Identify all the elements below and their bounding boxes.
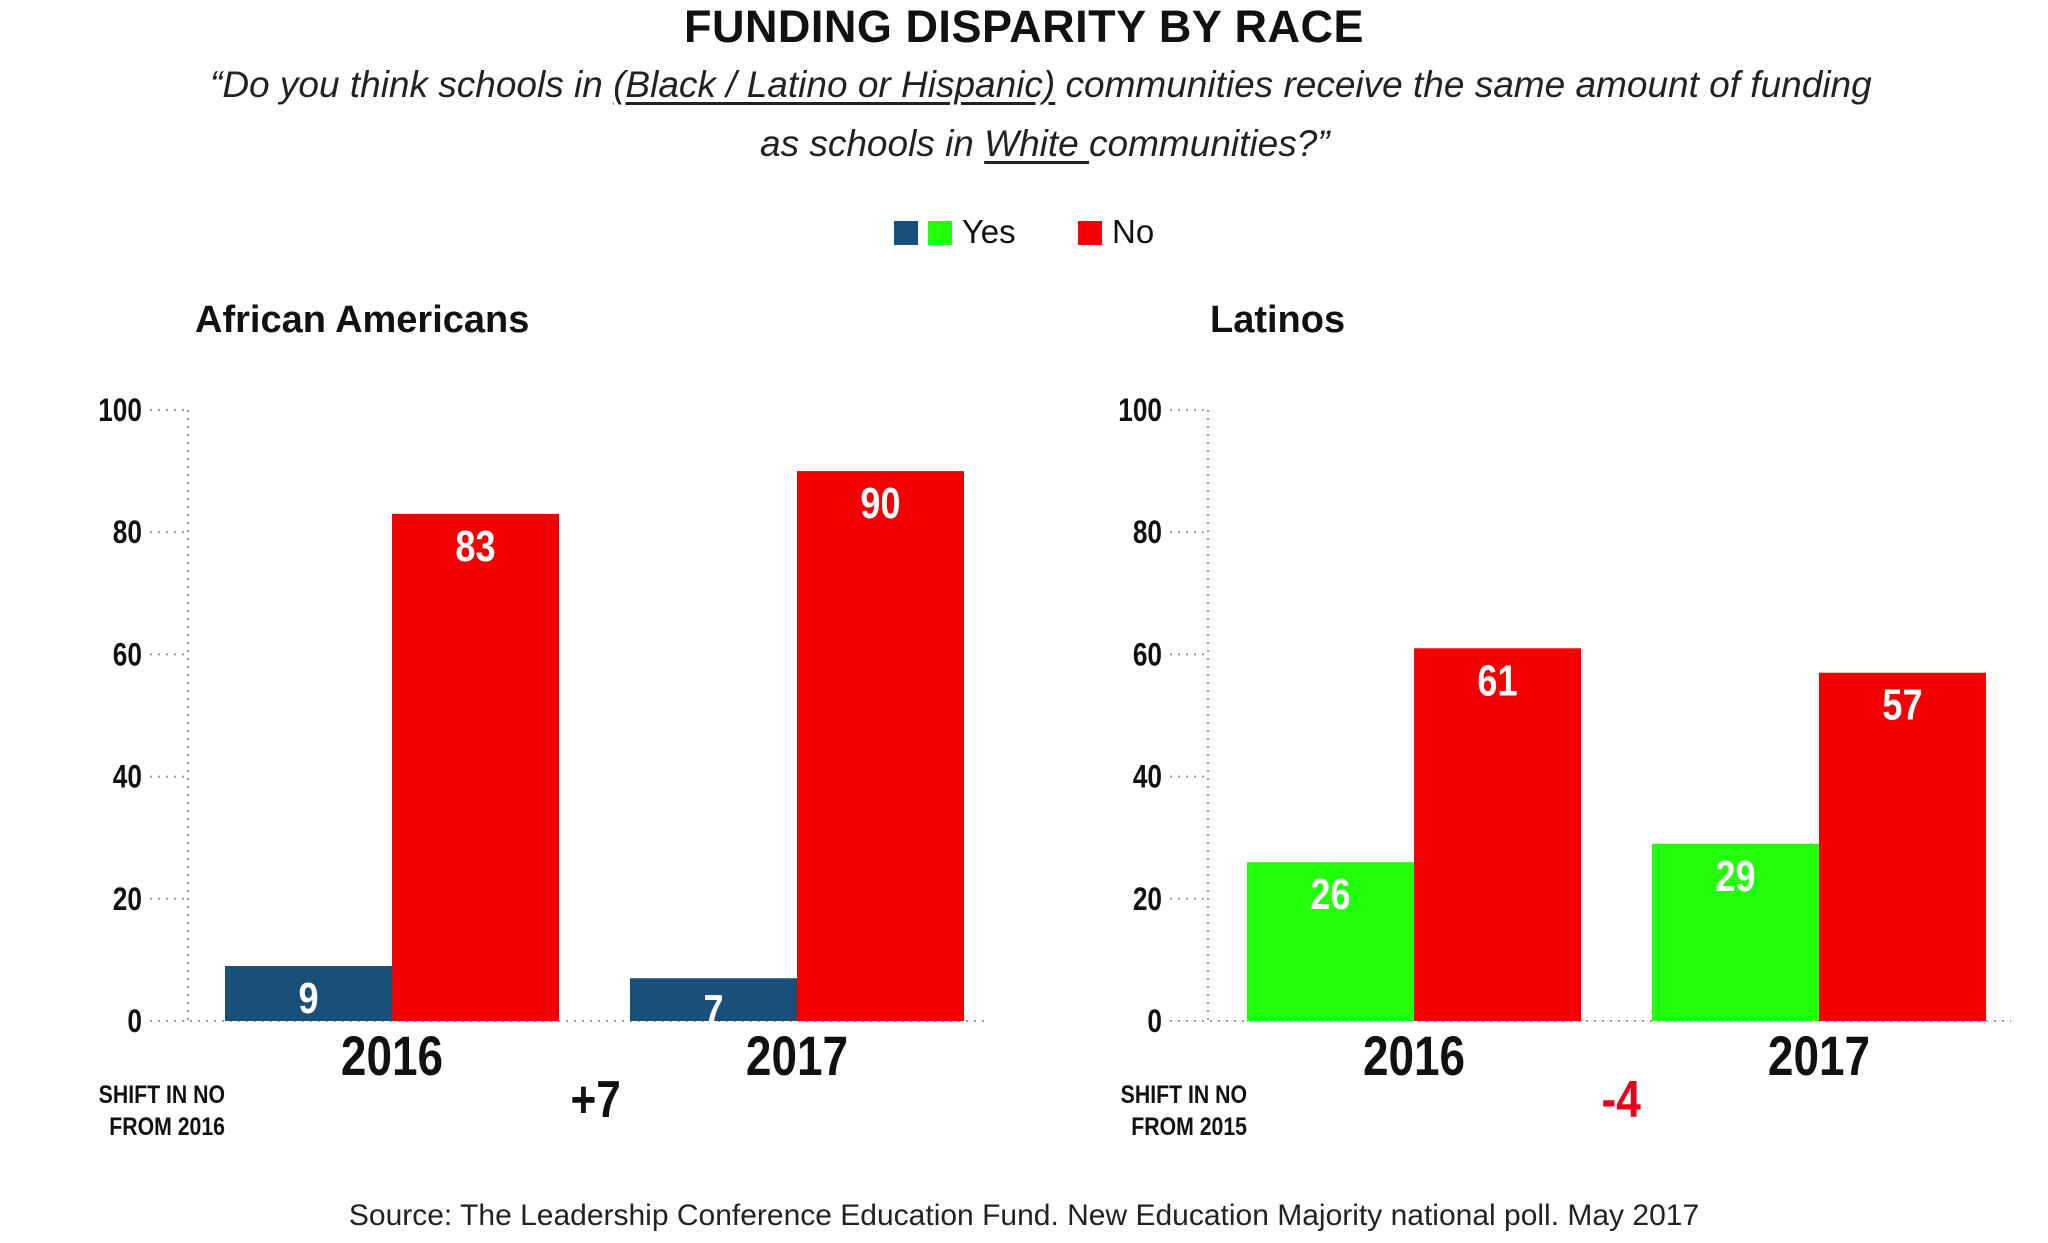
legend-item-yes: Yes [893,212,1016,252]
question-line-2: as schools in White communities?” [760,122,1330,166]
chart-title: FUNDING DISPARITY BY RACE [683,1,1365,52]
question-text: “Do you think schools in [210,64,614,105]
bar-value-label: 57 [1882,680,1922,729]
panel-title-latinos: Latinos [1210,299,1346,341]
legend-swatch-no [1078,221,1102,245]
category-label: 2017 [1768,1025,1870,1087]
bar-value-label: 61 [1477,656,1517,705]
legend-swatch-yes-latinos [927,221,952,245]
y-tick-label: 40 [1133,760,1162,795]
y-tick-label: 80 [113,516,142,551]
y-tick-label: 100 [98,394,142,429]
question-text: communities?” [1089,123,1330,164]
legend-swatch-yes-african-americans [893,221,918,245]
shift-label-african-americans: SHIFT IN NO FROM 2016 [68,1079,225,1143]
y-tick-label: 60 [1133,638,1162,673]
bar-value-label: 9 [298,974,318,1023]
bar-no-2016 [1414,648,1581,1021]
shift-label-line-2: FROM 2015 [1131,1113,1247,1141]
question-line-1: “Do you think schools in (Black / Latino… [210,63,1872,107]
bar-no-2016 [392,513,559,1021]
bar-value-label: 26 [1310,870,1350,919]
shift-label-latinos: SHIFT IN NO FROM 2015 [1090,1079,1247,1143]
legend-label-no: No [1112,213,1155,250]
bar-yes-2017 [630,978,797,1021]
y-tick-label: 20 [1133,882,1162,917]
bar-value-label: 7 [703,986,723,1035]
shift-value-african-americans: +7 [570,1071,621,1129]
legend-label-yes: Yes [961,213,1016,250]
legend: Yes No [0,212,2048,252]
shift-label-line-2: FROM 2016 [109,1113,225,1141]
bar-no-2017 [797,471,964,1022]
bar-no-2017 [1819,672,1986,1021]
bar-yes-2016 [1247,862,1414,1021]
bar-yes-2017 [1652,843,1819,1021]
bar-value-label: 29 [1715,851,1755,900]
bar-value-label: 83 [455,522,495,571]
y-tick-label: 20 [113,882,142,917]
y-tick-label: 40 [113,760,142,795]
y-tick-label: 100 [1118,394,1162,429]
question-text: as schools in [760,123,985,164]
category-label: 2017 [746,1025,848,1087]
question-text: communities receive the same amount of f… [1055,64,1872,105]
question-underlined-text: (Black / Latino or Hispanic) [613,64,1056,105]
source-note: Source: The Leadership Conference Educat… [348,1199,1700,1232]
legend-item-no: No [1078,212,1154,252]
question-underlined-text: White [984,123,1090,164]
category-label: 2016 [1363,1025,1465,1087]
y-tick-label: 0 [127,1005,142,1040]
shift-label-line-1: SHIFT IN NO [98,1081,225,1109]
y-tick-label: 80 [1133,516,1162,551]
shift-value-latinos: -4 [1601,1071,1641,1129]
y-tick-label: 0 [1147,1005,1162,1040]
shift-label-line-1: SHIFT IN NO [1120,1081,1247,1109]
bar-value-label: 90 [860,479,900,528]
category-label: 2016 [341,1025,443,1087]
bar-yes-2016 [225,966,392,1021]
y-tick-label: 60 [113,638,142,673]
panel-title-african-americans: African Americans [195,299,530,341]
